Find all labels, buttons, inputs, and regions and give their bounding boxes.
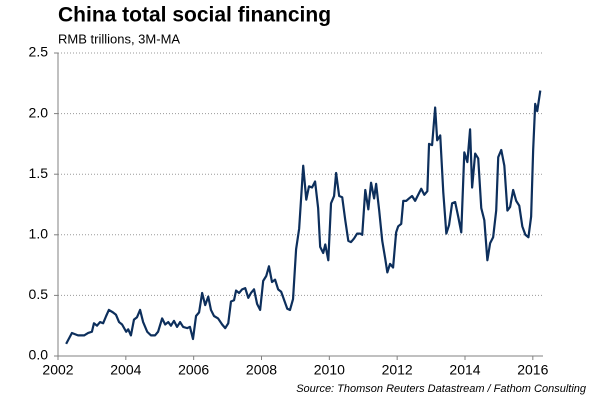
x-tick-label: 2012 <box>382 362 413 378</box>
y-tick-label: 0.5 <box>29 286 49 302</box>
chart-subtitle: RMB trillions, 3M-MA <box>58 31 180 46</box>
x-tick-label: 2008 <box>246 362 277 378</box>
source-note: Source: Thomson Reuters Datastream / Fat… <box>296 383 587 395</box>
x-tick-label: 2014 <box>449 362 480 378</box>
y-tick-label: 2.0 <box>29 104 49 120</box>
chart-title: China total social financing <box>58 4 331 27</box>
x-tick-label: 2004 <box>110 362 141 378</box>
x-tick-label: 2010 <box>314 362 345 378</box>
x-tick-label: 2006 <box>178 362 209 378</box>
y-tick-label: 2.5 <box>29 44 49 60</box>
x-tick-label: 2002 <box>42 362 73 378</box>
x-tick-label: 2016 <box>517 362 548 378</box>
y-tick-label: 0.0 <box>29 347 49 363</box>
data-line <box>65 90 542 345</box>
y-tick-label: 1.0 <box>29 226 49 242</box>
y-tick-label: 1.5 <box>29 165 49 181</box>
